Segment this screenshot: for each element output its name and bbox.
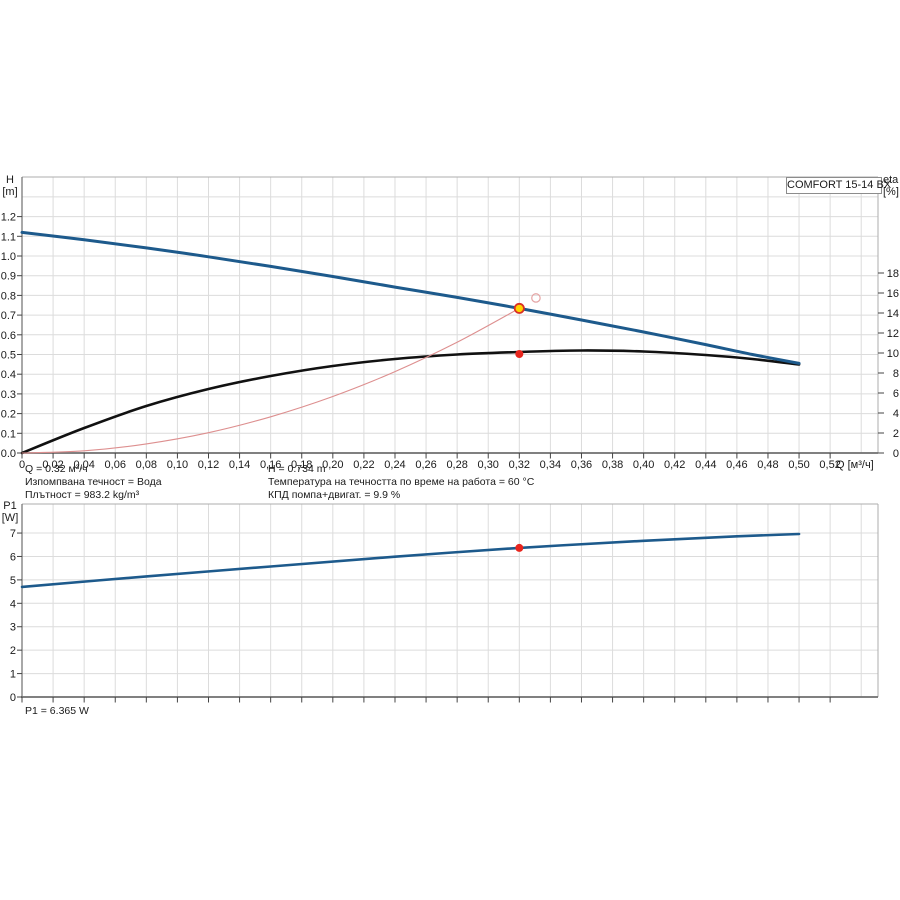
x-tick-label: 0,22	[353, 459, 374, 471]
y-tick-label-right: 6	[893, 388, 899, 400]
y-tick-label-right: 4	[893, 408, 899, 420]
y-tick-label-right: 16	[887, 288, 899, 300]
eta-axis-label: eta [%]	[883, 174, 899, 198]
y-tick-label-left: 0.5	[1, 349, 16, 361]
series-system-curve	[21, 307, 520, 454]
info-density: Плътност = 983.2 kg/m³	[25, 489, 140, 501]
x-tick-label: 0,30	[478, 459, 499, 471]
h-axis-label: H [m]	[0, 174, 20, 198]
y-tick-label-left: 0.7	[1, 310, 16, 322]
x-tick-label: 0,48	[757, 459, 778, 471]
q-axis-label: Q [м³/ч]	[836, 459, 874, 471]
h-axis-label-symbol: H	[6, 174, 14, 186]
y-tick-label-left: 2	[10, 645, 16, 657]
x-tick-label: 0,16	[260, 459, 281, 471]
x-tick-label: 0,24	[384, 459, 405, 471]
x-tick-label: 0,08	[136, 459, 157, 471]
y-tick-label-right: 14	[887, 308, 899, 320]
info-efficiency: КПД помпа+двигат. = 9.9 %	[268, 489, 401, 501]
y-tick-label-left: 1.1	[1, 231, 16, 243]
y-tick-label-left: 5	[10, 575, 16, 587]
x-tick-label: 0,42	[664, 459, 685, 471]
info-head: H = 0.734 m	[268, 463, 326, 475]
x-tick-label: 0,18	[291, 459, 312, 471]
y-tick-label-left: 0.0	[1, 448, 16, 460]
x-tick-label: 0,36	[571, 459, 592, 471]
x-tick-label: 0,38	[602, 459, 623, 471]
y-tick-label-left: 1.2	[1, 212, 16, 224]
y-tick-label-right: 10	[887, 348, 899, 360]
x-tick-label: 0,52	[819, 459, 840, 471]
y-tick-label-left: 4	[10, 598, 16, 610]
marker-power-point	[515, 543, 524, 552]
x-tick-label: 0,04	[73, 459, 94, 471]
x-tick-label: 0,46	[726, 459, 747, 471]
y-tick-label-left: 0.1	[1, 428, 16, 440]
y-tick-label-left: 7	[10, 528, 16, 540]
p1-axis-label: P1 [W]	[0, 500, 20, 524]
eta-axis-label-unit: [%]	[883, 185, 899, 198]
p1-axis-label-unit: [W]	[1, 511, 19, 524]
x-tick-label: 0,02	[42, 459, 63, 471]
x-tick-label: 0,44	[695, 459, 716, 471]
info-temperature: Температура на течността по време на раб…	[268, 476, 535, 488]
x-tick-label: 0,28	[446, 459, 467, 471]
x-tick-label: 0,10	[167, 459, 188, 471]
x-tick-label: 0,32	[509, 459, 530, 471]
y-tick-label-left: 1	[10, 669, 16, 681]
y-tick-label-left: 3	[10, 622, 16, 634]
y-tick-label-left: 1.0	[1, 251, 16, 263]
x-tick-label: 0,34	[540, 459, 561, 471]
y-tick-label-left: 0.2	[1, 409, 16, 421]
y-tick-label-left: 6	[10, 551, 16, 563]
pump-charts-svg: 0 0,02 0,04 0,06 0,08 0,10 0,12 0,14 0,16 0,18 0,2…	[1, 176, 899, 704]
x-tick-label: 0,12	[198, 459, 219, 471]
y-tick-label-left: 0.6	[1, 330, 16, 342]
x-tick-label: 0,26	[415, 459, 436, 471]
y-tick-label-left: 0.8	[1, 290, 16, 302]
y-tick-label-left: 0.9	[1, 271, 16, 283]
marker-rated-point-circle	[531, 293, 541, 303]
info-power: P1 = 6.365 W	[25, 705, 89, 717]
series-head-curve	[20, 230, 801, 365]
x-tick-label: 0,06	[105, 459, 126, 471]
info-liquid: Изпомпвана течност = Вода	[25, 476, 162, 488]
y-tick-label-right: 8	[893, 368, 899, 380]
x-tick-label: 0,14	[229, 459, 250, 471]
y-tick-label-left: 0.4	[1, 369, 16, 381]
x-tick-label: 0,50	[788, 459, 809, 471]
y-tick-label-left: 0.3	[1, 389, 16, 401]
y-tick-label-right: 12	[887, 328, 899, 340]
series-efficiency-curve	[20, 349, 801, 455]
p1-axis-label-symbol: P1	[3, 500, 17, 512]
y-tick-label-right: 18	[887, 268, 899, 280]
y-tick-label-left: 0	[10, 692, 16, 704]
eta-axis-label-symbol: eta	[883, 174, 899, 186]
x-tick-label: 0,20	[322, 459, 343, 471]
marker-duty-point	[513, 302, 525, 314]
marker-efficiency-point	[515, 350, 524, 358]
info-flow: Q = 0.32 м³/ч	[25, 463, 88, 475]
x-tick-label: 0	[19, 459, 25, 471]
y-tick-label-right: 0	[893, 448, 899, 460]
pump-model-badge: COMFORT 15-14 BX	[786, 177, 891, 194]
x-tick-label: 0,40	[633, 459, 654, 471]
series-power-curve	[20, 532, 801, 589]
y-tick-label-right: 2	[893, 428, 899, 440]
h-axis-label-unit: [m]	[2, 185, 18, 198]
